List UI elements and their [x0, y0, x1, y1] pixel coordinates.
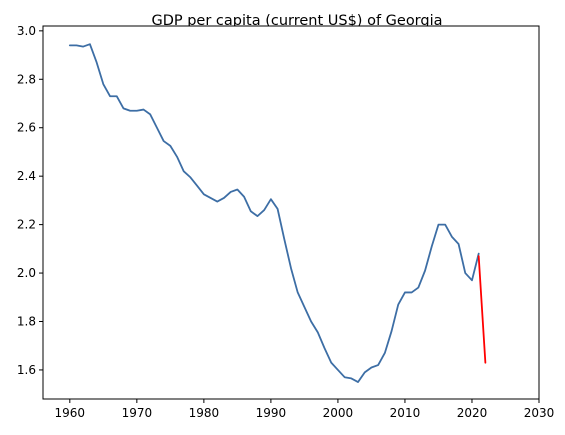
y-tick-label: 2.4 — [17, 169, 36, 183]
x-tick-label: 1990 — [256, 406, 287, 420]
x-tick-label: 1970 — [122, 406, 153, 420]
y-tick-label: 2.2 — [17, 218, 36, 232]
y-tick-label: 1.8 — [17, 314, 36, 328]
plot-frame — [42, 25, 540, 400]
series-layer — [68, 43, 487, 383]
x-tick-label: 2020 — [457, 406, 488, 420]
y-tick-label: 2.0 — [17, 266, 36, 280]
series-line-1 — [477, 255, 487, 364]
y-axis: 1.6 1.8 2.0 2.2 2.4 2.6 2.8 3.0 — [17, 24, 43, 377]
y-tick-label: 2.6 — [17, 121, 36, 135]
y-tick-label: 1.6 — [17, 363, 36, 377]
y-tick-label: 3.0 — [17, 24, 36, 38]
chart-title: GDP per capita (current US$) of Georgia — [151, 13, 442, 29]
series-line-0 — [68, 43, 480, 383]
y-tick-label: 2.8 — [17, 72, 36, 86]
x-tick-label: 1960 — [55, 406, 86, 420]
x-tick-label: 1980 — [189, 406, 220, 420]
plot-area — [43, 26, 539, 399]
x-tick-label: 2000 — [323, 406, 354, 420]
x-tick-label: 2030 — [524, 406, 555, 420]
x-tick-label: 2010 — [390, 406, 421, 420]
x-axis: 1960 1970 1980 1990 2000 2010 2020 2030 — [55, 399, 555, 420]
